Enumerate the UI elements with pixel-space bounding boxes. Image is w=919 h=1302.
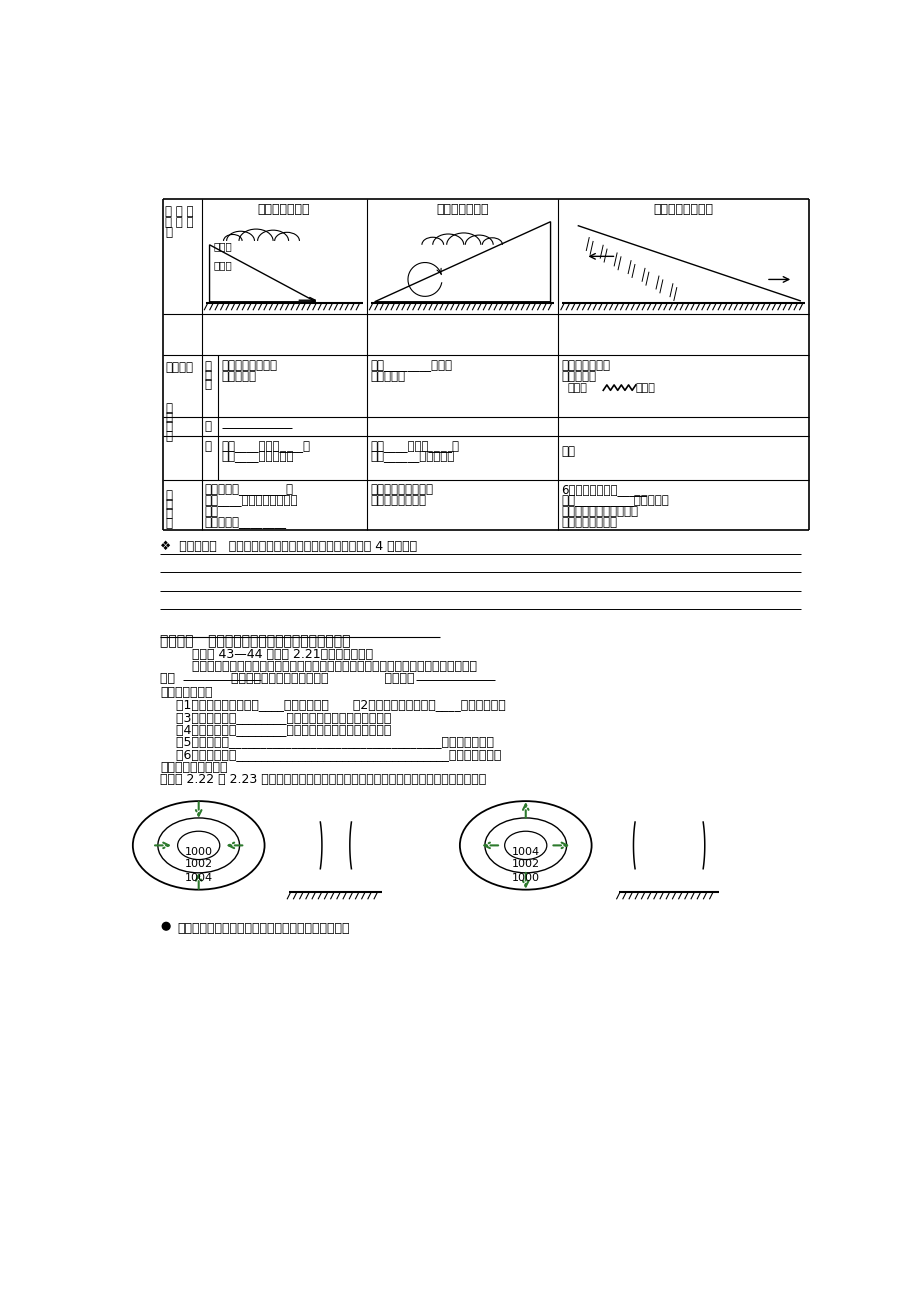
Text: 天气晴朗。: 天气晴朗。 <box>561 370 596 383</box>
Text: 面 示 意: 面 示 意 <box>165 216 194 229</box>
Text: 北方____季节的大风和沙尘: 北方____季节的大风和沙尘 <box>205 495 298 508</box>
Text: 实: 实 <box>165 508 172 521</box>
Text: 天: 天 <box>165 488 172 501</box>
Text: 后: 后 <box>204 440 210 453</box>
Text: 气: 气 <box>165 411 172 424</box>
Text: 暖气团: 暖气团 <box>635 383 655 393</box>
Text: 6月长江中下游的_____: 6月长江中下游的_____ <box>561 483 647 496</box>
Text: （3）高压脊：从________延伸出来的狭长区域为高压脊。: （3）高压脊：从________延伸出来的狭长区域为高压脊。 <box>160 711 391 724</box>
Text: 1002: 1002 <box>511 859 539 870</box>
Text: 气温____、湿度____、: 气温____、湿度____、 <box>221 440 310 453</box>
Text: 低压或气旋，高压或反气旋，分别是对同一个天气系统的不同描述。低气压和高气压，: 低压或气旋，高压或反气旋，分别是对同一个天气系统的不同描述。低气压和高气压， <box>160 660 476 673</box>
Text: 冷气团: 冷气团 <box>567 383 587 393</box>
Text: 单一暖气团控制，: 单一暖气团控制， <box>221 359 277 372</box>
Text: 移动幅度很小的锋: 移动幅度很小的锋 <box>652 203 712 216</box>
Text: 北方夏季的________；: 北方夏季的________； <box>205 483 293 496</box>
Text: 前: 前 <box>204 378 210 391</box>
Text: 我国冬季的________: 我国冬季的________ <box>205 516 287 529</box>
Text: 气压____、天气转晴: 气压____、天气转晴 <box>221 450 293 464</box>
Text: （1）高气压：中心气压____于四周气压。      （2）低气压：中心气压____于四周气压。: （1）高气压：中心气压____于四周气压。 （2）低气压：中心气压____于四周… <box>160 698 505 711</box>
Text: 暖气团被动上升: 暖气团被动上升 <box>257 203 310 216</box>
Text: 气温____、湿度____、: 气温____、湿度____、 <box>369 440 459 453</box>
Text: （5）气旋：是__________________________________大气水平涡旋。: （5）气旋：是_________________________________… <box>160 736 494 749</box>
Text: 锋 面 剖: 锋 面 剖 <box>165 204 194 217</box>
Text: 1004: 1004 <box>511 846 539 857</box>
Text: （二）气流运动特征: （二）气流运动特征 <box>160 760 227 773</box>
Text: （4）低压槽：从________延伸出来的狭长区域为低压槽。: （4）低压槽：从________延伸出来的狭长区域为低压槽。 <box>160 723 391 736</box>
Text: 温暖晴朗。: 温暖晴朗。 <box>221 370 255 383</box>
Text: 暴；: 暴； <box>205 505 219 518</box>
Text: 气压______、天气转晴: 气压______、天气转晴 <box>369 450 454 464</box>
Text: 练一练：画出南半球气旋与反气旋的水平气流状况。: 练一练：画出南半球气旋与反气旋的水平气流状况。 <box>176 922 349 935</box>
Text: 一场春雨一场暖。: 一场春雨一场暖。 <box>369 495 425 508</box>
Text: （一）六个概念: （一）六个概念 <box>160 686 212 699</box>
Text: 1004: 1004 <box>185 874 212 883</box>
Text: 冷气团: 冷气团 <box>213 260 232 271</box>
Text: （6）反气旋：是__________________________________大气水平涡旋。: （6）反气旋：是________________________________… <box>160 747 501 760</box>
Text: 例: 例 <box>165 517 172 530</box>
Text: ❖  合作探究二   ：如何区别冷暖锋？结合资料说明。（至少 4 种方法）: ❖ 合作探究二 ：如何区别冷暖锋？结合资料说明。（至少 4 种方法） <box>160 540 416 553</box>
Text: 静止锋控制的天气: 静止锋控制的天气 <box>561 516 617 529</box>
Text: 特: 特 <box>165 421 172 434</box>
Text: 暖气团: 暖气团 <box>213 241 232 251</box>
Text: 读教材 43—44 页和图 2.21，完成知识梳理: 读教材 43—44 页和图 2.21，完成知识梳理 <box>160 647 373 660</box>
Text: 过: 过 <box>204 359 210 372</box>
Text: 结合图 2.22 和 2.23 画出北半球空气运动方向。（图中虚线表示水平气压梯度力的方向）: 结合图 2.22 和 2.23 画出北半球空气运动方向。（图中虚线表示水平气压梯… <box>160 773 485 786</box>
Text: 气: 气 <box>165 499 172 512</box>
Text: 单一________控制，: 单一________控制， <box>369 359 451 372</box>
Text: 征: 征 <box>165 430 172 443</box>
Text: 时: 时 <box>204 421 210 434</box>
Text: 1000: 1000 <box>185 846 212 857</box>
Text: 春、夏南方的降水；: 春、夏南方的降水； <box>369 483 433 496</box>
Text: 1002: 1002 <box>185 859 212 870</box>
Text: 是指              而言的；气旋与反气旋，是指              而言的。: 是指 而言的；气旋与反气旋，是指 而言的。 <box>160 672 414 685</box>
Text: 转晴: 转晴 <box>561 445 574 458</box>
Text: 知识点二   低压（气旋）、高压（反气旋）与天气: 知识点二 低压（气旋）、高压（反气旋）与天气 <box>160 634 350 648</box>
Text: 1000: 1000 <box>511 874 539 883</box>
Text: 图: 图 <box>165 227 172 240</box>
Text: 锋面符号: 锋面符号 <box>165 361 193 374</box>
Circle shape <box>162 922 170 930</box>
Text: 低温晴朗。: 低温晴朗。 <box>369 370 404 383</box>
Text: 境: 境 <box>204 368 210 381</box>
Text: 暖气团主动上升: 暖气团主动上升 <box>436 203 488 216</box>
Text: 天: 天 <box>165 402 172 415</box>
Text: 单一气团控制，: 单一气团控制， <box>561 359 609 372</box>
Text: 半年，云贵高原受昆明准: 半年，云贵高原受昆明准 <box>561 505 638 518</box>
Text: （受__________控制）；冬: （受__________控制）；冬 <box>561 495 668 508</box>
